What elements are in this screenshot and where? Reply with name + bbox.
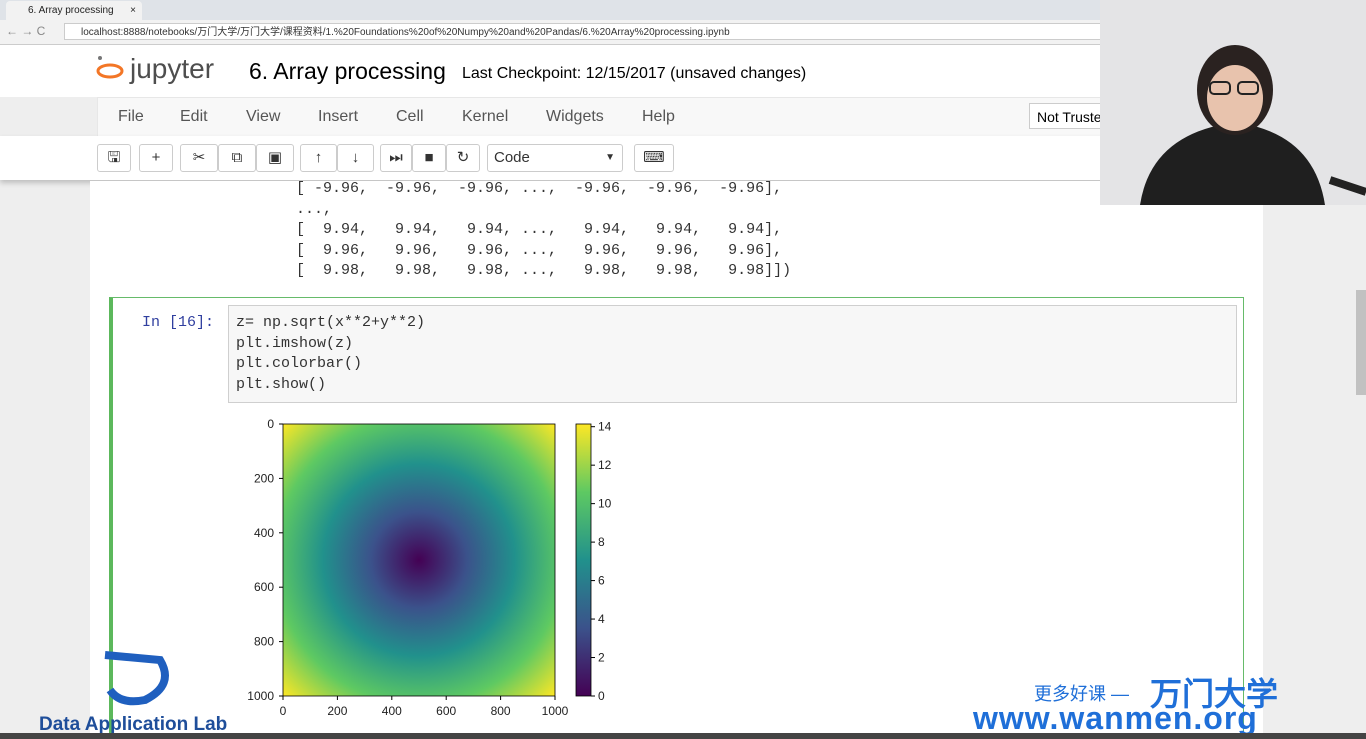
- cut-button[interactable]: ✂: [180, 144, 218, 172]
- webcam-overlay: [1100, 0, 1366, 205]
- paste-button[interactable]: ▣: [256, 144, 294, 172]
- menu-bar: Not Trusted File Edit View Insert Cell Kernel…: [97, 97, 1269, 137]
- x-tick-label: 800: [491, 704, 511, 718]
- cell-type-select[interactable]: Code ▼: [487, 144, 623, 172]
- x-tick-label: 0: [280, 704, 287, 718]
- menu-item[interactable]: Widgets: [546, 108, 604, 125]
- move-down-button[interactable]: ↓: [337, 144, 374, 172]
- run-button[interactable]: ⏭: [380, 144, 412, 172]
- colorbar-tick-label: 0: [598, 689, 605, 703]
- presenter-image: [1140, 45, 1366, 205]
- menu-item[interactable]: Edit: [180, 108, 208, 125]
- cell-type: Code: [494, 149, 530, 166]
- y-tick-label: 800: [254, 635, 274, 649]
- menu-item[interactable]: Help: [642, 108, 675, 125]
- watermark-left: Data Application Lab: [39, 714, 228, 735]
- menu-item[interactable]: File: [118, 108, 144, 125]
- menu-item[interactable]: Insert: [318, 108, 359, 125]
- colorbar-tick-label: 4: [598, 612, 605, 626]
- move-up-button[interactable]: ↑: [300, 144, 337, 172]
- imshow-plot: 0 200 400 600 800 1000 0 200 400 600 800 1000 0 2 4 6 8 1…: [247, 417, 612, 718]
- watermark-site: www.wanmen.org: [973, 700, 1258, 736]
- x-tick-label: 400: [382, 704, 402, 718]
- url-field[interactable]: localhost:8888/notebooks/万门大学/万门大学/课程资料/…: [64, 23, 1104, 40]
- menu-item[interactable]: View: [246, 108, 281, 125]
- tab-title: 6. Array processing: [28, 5, 114, 16]
- y-tick-label: 400: [254, 526, 274, 540]
- input-prompt: In [16]:: [142, 314, 215, 331]
- output-line: [ 9.96, 9.96, 9.96, ..., 9.96, 9.96, 9.9…: [296, 241, 783, 259]
- colorbar: [575, 423, 592, 697]
- colorbar-tick-label: 6: [598, 574, 605, 588]
- y-tick-label: 200: [254, 471, 274, 485]
- x-tick-label: 1000: [542, 704, 569, 718]
- copy-button[interactable]: ⧉: [218, 144, 256, 172]
- colorbar-tick-label: 2: [598, 651, 605, 665]
- code-line: plt.show(): [236, 376, 327, 394]
- code-line: plt.imshow(z): [236, 334, 354, 352]
- bottom-bar: [0, 733, 1366, 739]
- colorbar-tick-label: 10: [598, 497, 612, 511]
- scrollbar-thumb[interactable]: [1356, 290, 1366, 395]
- colorbar-tick-label: 14: [598, 420, 612, 434]
- output-line: [ -9.96, -9.96, -9.96, ..., -9.96, -9.96…: [296, 180, 783, 197]
- restart-button[interactable]: ↻: [446, 144, 480, 172]
- y-tick-label: 600: [254, 580, 274, 594]
- watermark-brand: 万门大学: [1150, 676, 1279, 712]
- colorbar-tick-label: 8: [598, 535, 605, 549]
- watermark-slogan: 更多好课 —: [1034, 684, 1130, 704]
- y-tick-label: 1000: [247, 689, 274, 703]
- add-cell-button[interactable]: +: [139, 144, 173, 172]
- heatmap-image: [282, 423, 556, 697]
- menu-item[interactable]: Cell: [396, 108, 424, 125]
- x-tick-label: 600: [436, 704, 456, 718]
- keyboard-button[interactable]: ⌨: [634, 144, 674, 172]
- menu-item[interactable]: Kernel: [462, 108, 509, 125]
- logo-icon: [96, 56, 124, 79]
- code-line: z= np.sqrt(x**2+y**2): [236, 314, 426, 331]
- code-line: plt.colorbar(): [236, 355, 363, 373]
- save-button[interactable]: 🖫: [97, 144, 131, 172]
- code-input[interactable]: z= np.sqrt(x**2+y**2) plt.imshow(z) plt.co…: [228, 305, 1237, 403]
- notebook-title[interactable]: 6. Array processing: [249, 58, 446, 84]
- dal-logo: [104, 651, 169, 706]
- output-line: [ 9.94, 9.94, 9.94, ..., 9.94, 9.94, 9.9…: [296, 221, 783, 238]
- output-line: [ 9.98, 9.98, 9.98, ..., 9.98, 9.98, 9.9…: [296, 262, 792, 279]
- checkpoint: Last Checkpoint: 12/15/2017 (unsaved cha…: [462, 65, 807, 82]
- colorbar-tick-label: 12: [598, 458, 612, 472]
- x-tick-label: 200: [327, 704, 347, 718]
- logo-text[interactable]: jupyter: [130, 53, 215, 84]
- y-tick-label: 0: [267, 417, 274, 431]
- stop-button[interactable]: ■: [412, 144, 446, 172]
- output-line: ...,: [296, 200, 333, 218]
- browser-tab[interactable]: 6. Array processing ×: [6, 1, 142, 20]
- tab-bar: 6. Array processing ×: [0, 0, 1366, 20]
